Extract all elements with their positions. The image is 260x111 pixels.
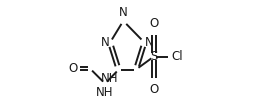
- Text: Cl: Cl: [171, 50, 183, 63]
- Text: N: N: [145, 36, 154, 49]
- Text: NH: NH: [96, 86, 114, 99]
- Text: O: O: [68, 62, 77, 75]
- Text: N: N: [100, 36, 109, 49]
- Text: NH: NH: [101, 71, 118, 84]
- Text: O: O: [149, 17, 158, 30]
- Text: O: O: [149, 83, 158, 96]
- Text: S: S: [150, 50, 158, 63]
- Text: N: N: [119, 6, 128, 19]
